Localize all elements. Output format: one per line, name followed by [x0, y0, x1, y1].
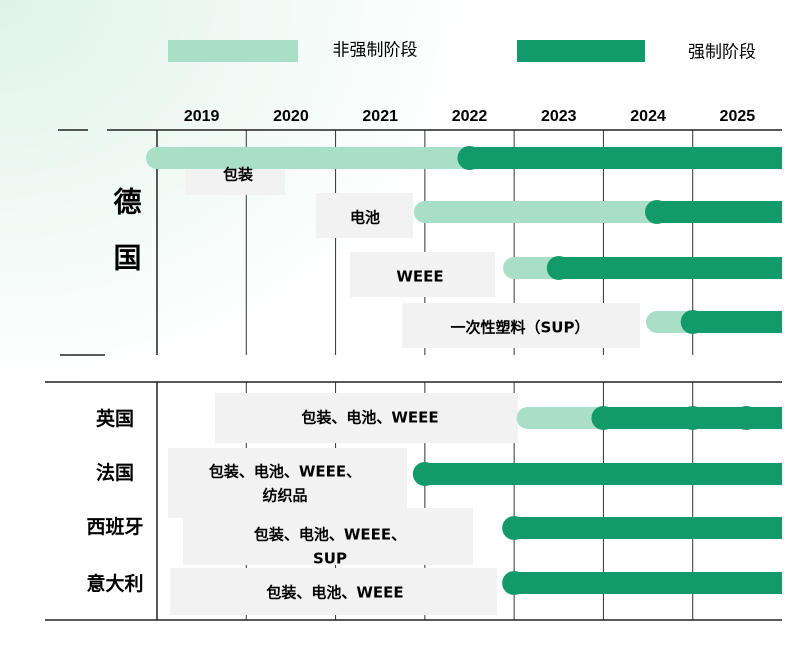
mandatory-cap: [645, 200, 669, 224]
voluntary-cap: [503, 257, 526, 279]
label-box: [402, 303, 640, 348]
label-box: [350, 252, 495, 297]
row-label: 包装、电池、WEEE: [301, 409, 438, 427]
voluntary-bar: [514, 257, 559, 279]
mandatory-bar: [657, 201, 782, 223]
voluntary-bar: [424, 201, 657, 223]
label-box: [168, 448, 407, 518]
mandatory-cap: [680, 310, 705, 334]
content: 非强制阶段 强制阶段 2019 2020 2021 2022 2023 2024 2025 德国英…: [45, 40, 782, 621]
mandatory-cap: [546, 256, 571, 280]
voluntary-cap: [516, 407, 539, 429]
country-label: 西班牙: [86, 515, 143, 538]
mandatory-bar: [514, 572, 782, 594]
mandatory-bar: [514, 517, 782, 539]
mandatory-cap: [591, 406, 616, 430]
row-label: 包装、电池、WEEE、: [209, 463, 361, 481]
voluntary-bar: [527, 407, 604, 429]
label-box: [170, 568, 497, 615]
label-box: [316, 193, 413, 238]
label-box: [183, 508, 473, 565]
mandatory-cap: [412, 462, 437, 486]
mandatory-bar: [692, 311, 782, 333]
voluntary-cap: [413, 201, 436, 223]
voluntary-bar: [157, 147, 470, 169]
row-label: 电池: [350, 209, 380, 227]
country-label: 英国: [96, 407, 134, 430]
x-tick-label: 2019: [184, 108, 220, 125]
x-tick-label: 2021: [362, 108, 398, 125]
legend-swatch: [517, 40, 645, 62]
x-tick-label: 2024: [630, 108, 666, 125]
voluntary-cap: [146, 147, 168, 169]
label-box: [215, 393, 518, 443]
mandatory-bar: [558, 257, 782, 279]
legend-label: 非强制阶段: [333, 41, 418, 61]
mandatory-cap: [502, 571, 527, 595]
row-label: 包装、电池、WEEE、: [254, 526, 406, 544]
row-label: SUP: [313, 550, 347, 568]
group-label: 德国: [110, 187, 143, 299]
x-tick-label: 2022: [452, 108, 488, 125]
row-label: 纺织品: [262, 487, 307, 505]
row-label: 包装、电池、WEEE: [266, 584, 403, 602]
mandatory-bar: [424, 463, 782, 485]
x-tick-label: 2025: [720, 108, 756, 125]
mandatory-cap: [457, 146, 482, 170]
x-tick-label: 2020: [273, 108, 309, 125]
marker: [734, 406, 759, 430]
mandatory-cap: [502, 516, 527, 540]
row-label: 包装: [223, 166, 254, 184]
legend-label: 强制阶段: [688, 43, 756, 63]
row-label: WEEE: [396, 268, 443, 286]
voluntary-cap: [646, 311, 668, 333]
x-tick-label: 2023: [541, 108, 577, 125]
row-label: 一次性塑料（SUP）: [451, 319, 590, 337]
legend-swatch: [168, 40, 298, 62]
mandatory-bar: [469, 147, 782, 169]
country-label: 法国: [96, 461, 134, 484]
marker: [680, 406, 705, 430]
country-label: 意大利: [86, 572, 143, 595]
